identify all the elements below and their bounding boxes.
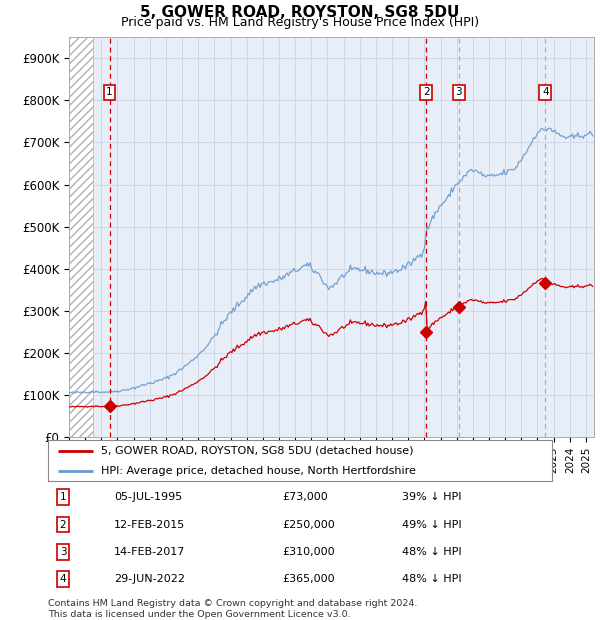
Text: 12-FEB-2015: 12-FEB-2015	[114, 520, 185, 529]
Text: 1: 1	[106, 87, 113, 97]
Text: Price paid vs. HM Land Registry's House Price Index (HPI): Price paid vs. HM Land Registry's House …	[121, 16, 479, 29]
Text: Contains HM Land Registry data © Crown copyright and database right 2024.
This d: Contains HM Land Registry data © Crown c…	[48, 600, 418, 619]
Text: 14-FEB-2017: 14-FEB-2017	[114, 547, 185, 557]
Text: 1: 1	[59, 492, 67, 502]
Text: 3: 3	[59, 547, 67, 557]
Text: £365,000: £365,000	[282, 574, 335, 584]
Text: £73,000: £73,000	[282, 492, 328, 502]
Text: £310,000: £310,000	[282, 547, 335, 557]
Text: 05-JUL-1995: 05-JUL-1995	[114, 492, 182, 502]
Text: 3: 3	[455, 87, 462, 97]
Text: 48% ↓ HPI: 48% ↓ HPI	[402, 574, 461, 584]
Text: 39% ↓ HPI: 39% ↓ HPI	[402, 492, 461, 502]
Text: 48% ↓ HPI: 48% ↓ HPI	[402, 547, 461, 557]
Text: £250,000: £250,000	[282, 520, 335, 529]
Text: 5, GOWER ROAD, ROYSTON, SG8 5DU (detached house): 5, GOWER ROAD, ROYSTON, SG8 5DU (detache…	[101, 446, 413, 456]
Text: 29-JUN-2022: 29-JUN-2022	[114, 574, 185, 584]
Text: 2: 2	[59, 520, 67, 529]
Text: HPI: Average price, detached house, North Hertfordshire: HPI: Average price, detached house, Nort…	[101, 466, 416, 476]
Text: 5, GOWER ROAD, ROYSTON, SG8 5DU: 5, GOWER ROAD, ROYSTON, SG8 5DU	[140, 5, 460, 20]
Text: 2: 2	[423, 87, 430, 97]
Text: 4: 4	[542, 87, 548, 97]
Text: 4: 4	[59, 574, 67, 584]
Text: 49% ↓ HPI: 49% ↓ HPI	[402, 520, 461, 529]
